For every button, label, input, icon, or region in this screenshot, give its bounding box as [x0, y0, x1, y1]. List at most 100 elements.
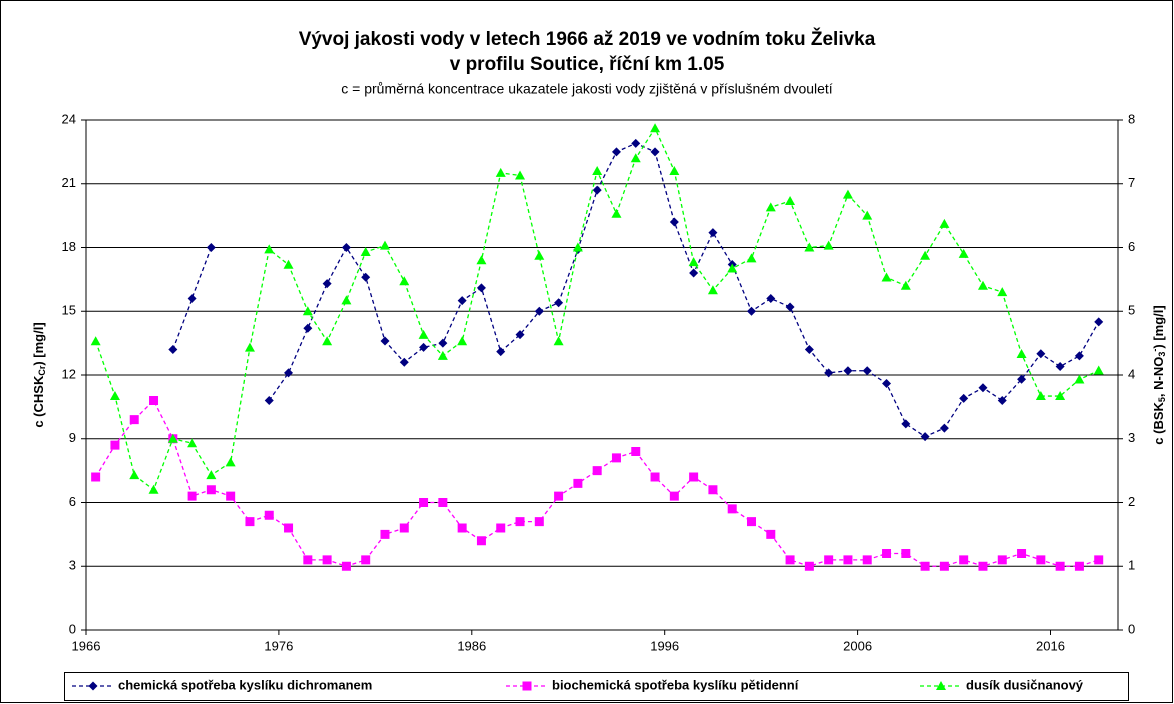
marker: [631, 138, 641, 148]
marker: [1036, 349, 1046, 359]
marker: [553, 336, 564, 346]
marker: [1093, 365, 1104, 375]
marker: [1016, 348, 1027, 358]
legend-marker: [522, 681, 532, 691]
marker: [785, 195, 796, 205]
marker: [1035, 391, 1046, 401]
marker: [708, 228, 718, 238]
marker: [476, 283, 486, 293]
marker: [708, 485, 718, 495]
marker: [206, 470, 217, 480]
marker: [592, 166, 603, 175]
marker: [302, 306, 313, 316]
series-line: [268, 142, 1100, 438]
marker: [476, 255, 487, 265]
marker: [283, 259, 294, 269]
y-tick-label: 21: [62, 175, 76, 190]
marker: [284, 368, 294, 378]
marker: [862, 555, 872, 565]
marker: [457, 296, 467, 306]
marker: [380, 336, 390, 346]
marker: [187, 438, 198, 448]
marker: [997, 396, 1007, 405]
y2-tick-label: 4: [1128, 366, 1135, 381]
marker: [650, 123, 661, 133]
marker: [1074, 561, 1084, 571]
marker: [669, 166, 680, 175]
y2-tick-label: 8: [1128, 111, 1135, 126]
marker: [920, 250, 931, 260]
marker: [341, 243, 351, 252]
marker: [264, 396, 274, 405]
marker: [900, 280, 911, 290]
marker: [882, 379, 892, 388]
marker: [977, 280, 988, 290]
marker: [901, 549, 911, 558]
marker: [515, 517, 525, 527]
x-tick-label: 1996: [650, 638, 679, 653]
y2-axis-label: c (BSK5, N-NO3-) [mg/l]: [1150, 305, 1167, 444]
marker: [534, 306, 544, 316]
marker: [515, 170, 526, 180]
marker: [110, 440, 120, 450]
marker: [881, 272, 892, 282]
marker: [824, 368, 834, 378]
marker: [399, 276, 410, 286]
marker: [997, 287, 1008, 297]
y-tick-label: 18: [62, 239, 76, 254]
marker: [766, 529, 776, 539]
marker: [380, 529, 390, 539]
y2-tick-label: 3: [1128, 430, 1135, 445]
marker: [168, 345, 178, 354]
marker: [766, 294, 776, 303]
y-tick-label: 3: [69, 558, 76, 573]
marker: [1074, 374, 1085, 384]
marker: [109, 391, 120, 401]
marker: [303, 323, 313, 333]
marker: [1017, 374, 1027, 384]
label-part: ) [mg/l]: [31, 322, 46, 365]
x-tick-label: 1966: [72, 638, 101, 653]
label-part: c (CHSK: [31, 375, 46, 428]
marker: [91, 472, 101, 482]
label-part: c (BSK: [1151, 401, 1166, 444]
marker: [303, 555, 313, 565]
marker: [959, 393, 969, 403]
marker: [360, 246, 371, 256]
label-part: -: [1150, 349, 1160, 352]
chart-title: Vývoj jakosti vody v letech 1966 až 2019…: [299, 28, 876, 50]
marker: [554, 298, 564, 308]
label-part: , N-NO: [1151, 357, 1166, 397]
marker: [90, 336, 101, 346]
marker: [534, 517, 544, 527]
marker: [457, 523, 467, 533]
marker: [958, 248, 969, 258]
marker: [842, 189, 853, 199]
marker: [438, 338, 448, 348]
marker: [322, 555, 332, 565]
y-tick-label: 15: [62, 303, 76, 318]
marker: [862, 366, 872, 376]
marker: [650, 147, 660, 157]
marker: [437, 350, 448, 360]
marker: [592, 466, 602, 476]
marker: [978, 561, 988, 571]
y2-tick-label: 2: [1128, 494, 1135, 509]
chart-title: v profilu Soutice, říční km 1.05: [450, 54, 725, 75]
legend-marker: [936, 681, 946, 690]
label-part: ) [mg/l]: [1151, 305, 1166, 348]
marker: [785, 555, 795, 565]
marker: [824, 555, 834, 565]
marker: [419, 498, 429, 507]
y2-tick-label: 7: [1128, 175, 1135, 190]
chart-subtitle: c = průměrná koncentrace ukazatele jakos…: [341, 81, 833, 97]
marker: [399, 523, 409, 533]
y-tick-label: 12: [62, 366, 76, 381]
marker: [264, 244, 275, 254]
marker: [264, 510, 274, 520]
marker: [611, 147, 621, 157]
marker: [1017, 549, 1027, 558]
marker: [457, 336, 468, 346]
x-tick-label: 1986: [457, 638, 486, 653]
marker: [901, 419, 911, 429]
